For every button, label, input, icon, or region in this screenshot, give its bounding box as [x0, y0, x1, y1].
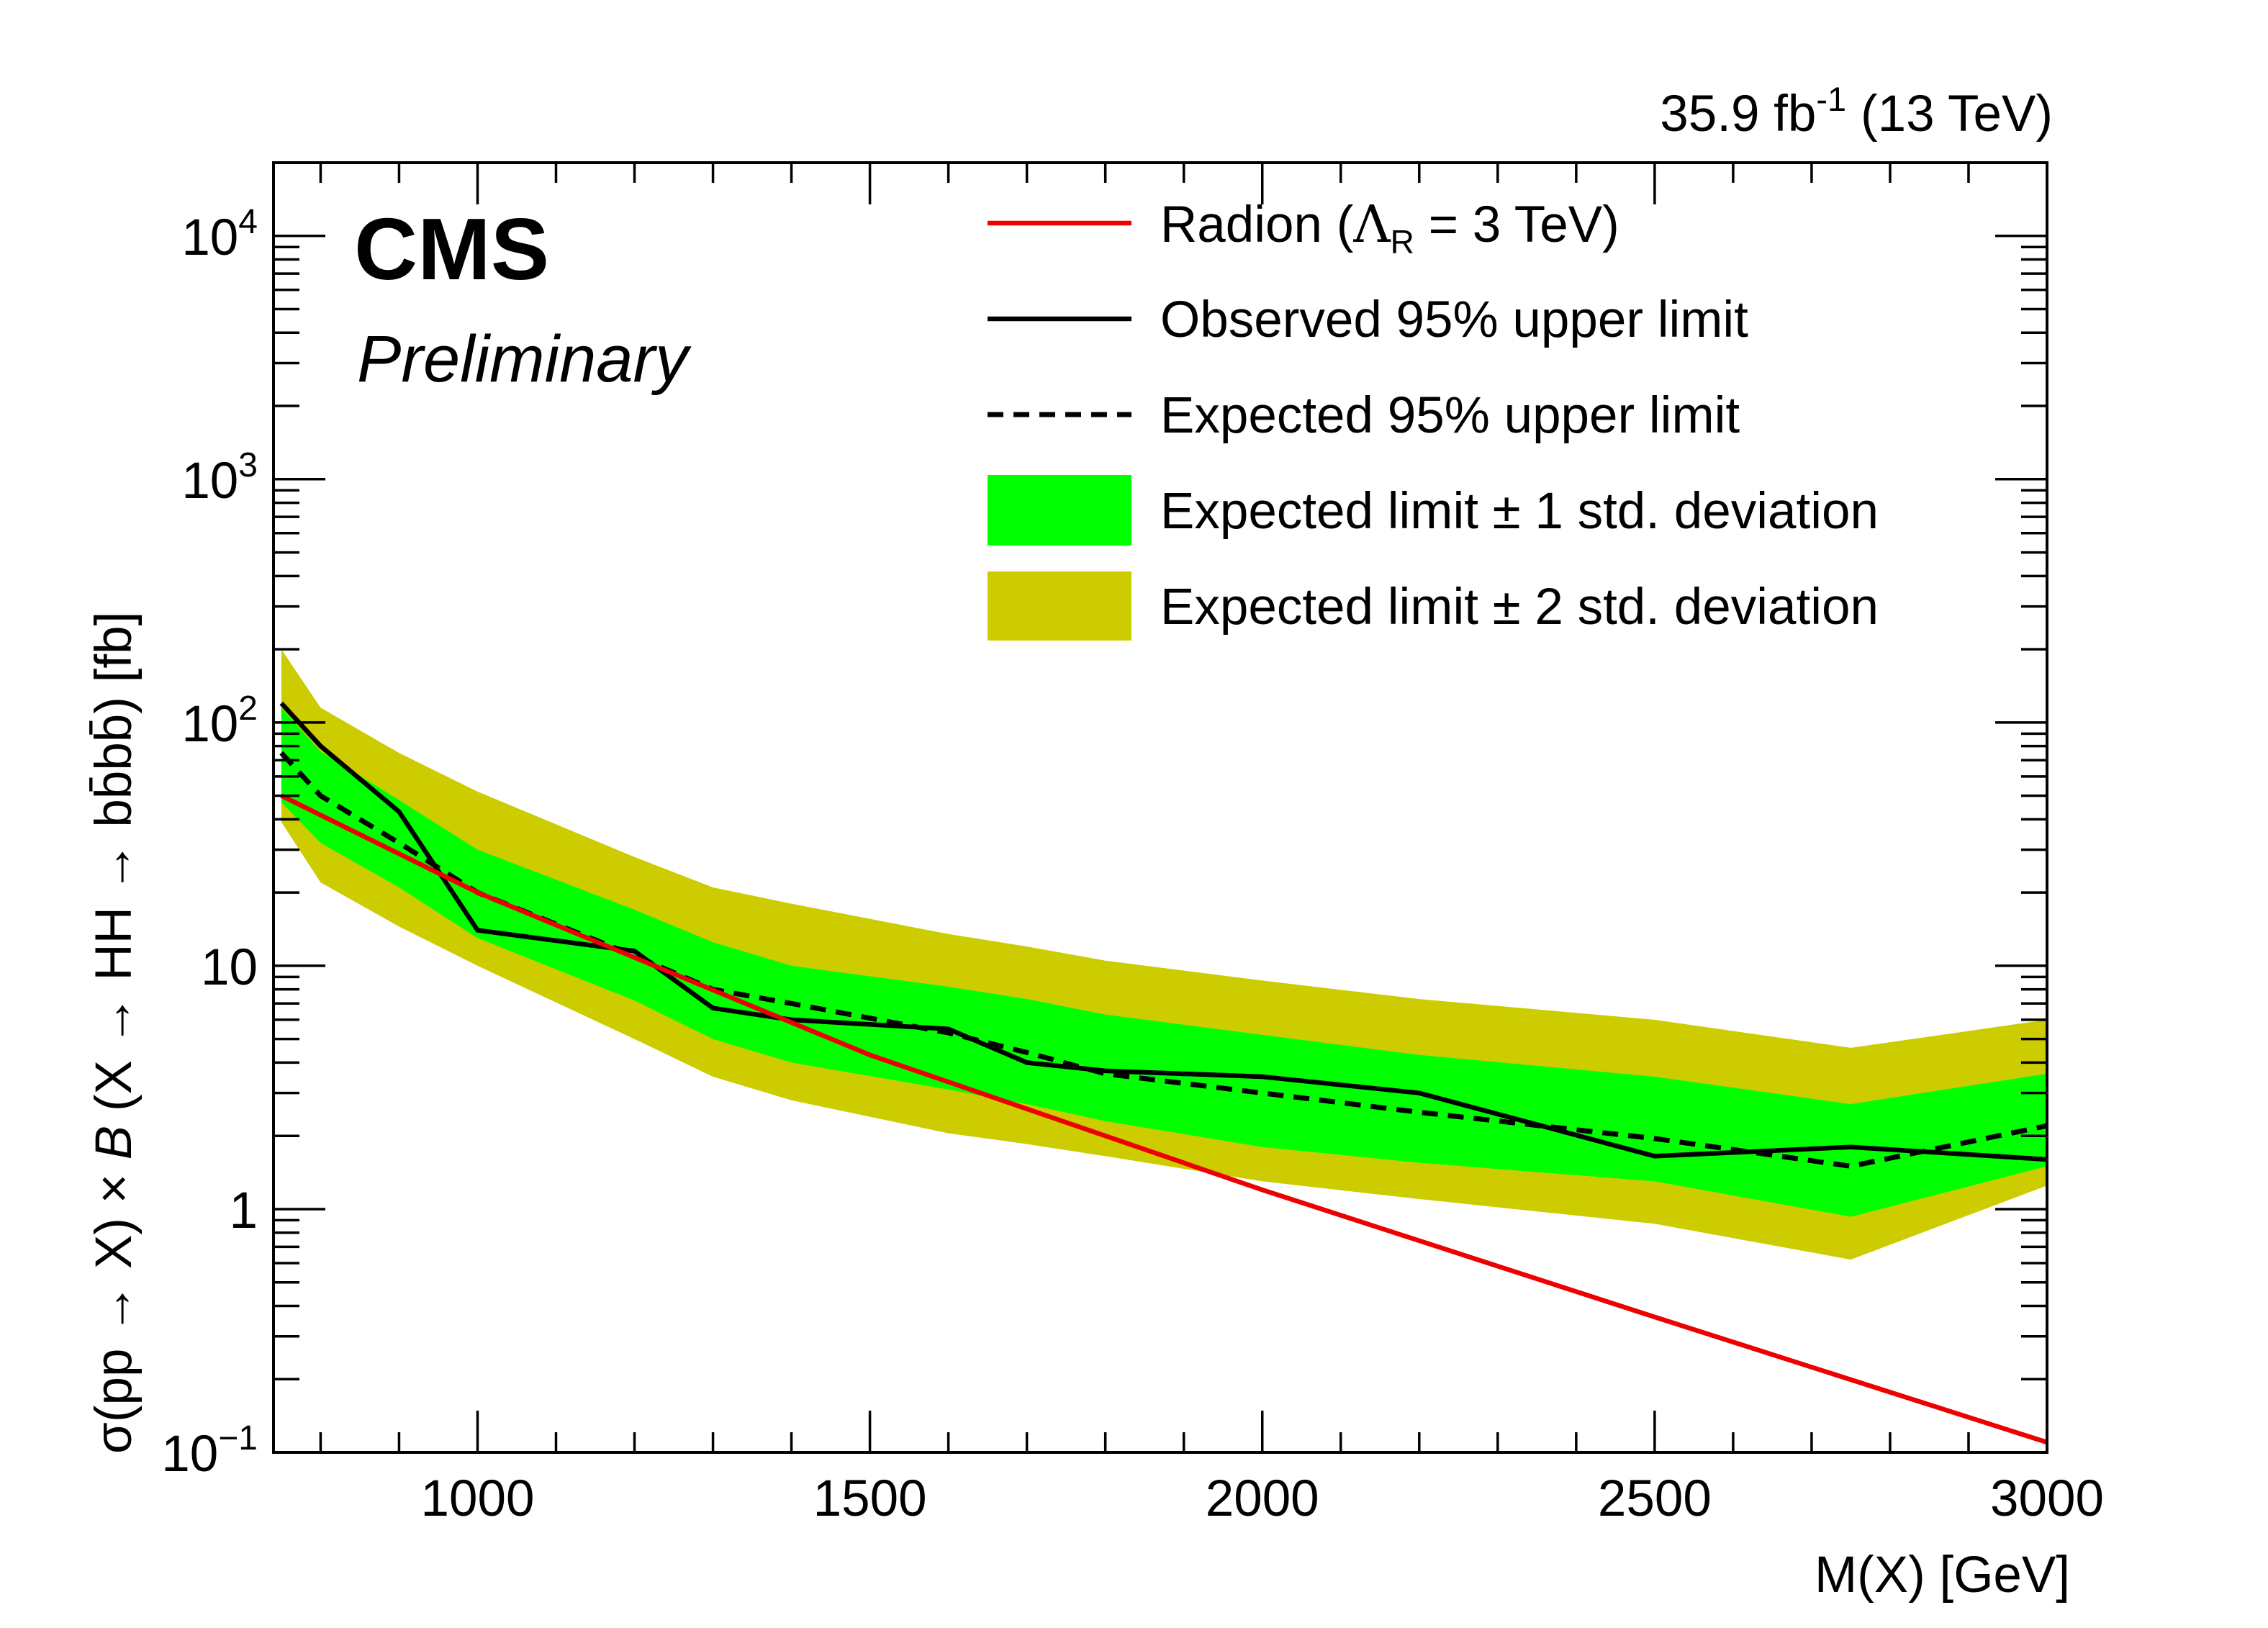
- legend-1sigma-label: Expected limit ± 1 std. deviation: [1160, 483, 1879, 540]
- y-tick-labels: 10−1 1 10 102 103 104: [161, 203, 258, 1483]
- preliminary-label: Preliminary: [357, 322, 692, 396]
- legend: Radion (ΛR = 3 TeV) Observed 95% upper l…: [988, 194, 1879, 641]
- x-tick-label: 2500: [1598, 1470, 1712, 1527]
- x-tick-label: 1000: [421, 1470, 535, 1527]
- x-tick-labels: 1000 1500 2000 2500 3000: [421, 1470, 2104, 1527]
- plot-frame: [272, 161, 2048, 1454]
- legend-observed-label: Observed 95% upper limit: [1160, 291, 1748, 348]
- expected-1sigma-band: [281, 707, 2048, 1217]
- radion-theory-line: [280, 793, 2048, 1445]
- x-tick-label: 2000: [1206, 1470, 1319, 1527]
- x-tick-label: 1500: [813, 1470, 927, 1527]
- y-tick-label: 10: [201, 939, 258, 996]
- axis-ticks: [274, 161, 2048, 1454]
- legend-1sigma-swatch: [988, 475, 1131, 546]
- y-tick-label: 10−1: [161, 1419, 258, 1483]
- y-tick-label: 102: [181, 689, 258, 753]
- x-axis-label: M(X) [GeV]: [1815, 1547, 2070, 1604]
- cms-label: CMS: [354, 200, 549, 298]
- y-axis-label: σ(pp → X) × B (X → HH → bb̄bb̄) [fb]: [86, 612, 143, 1454]
- legend-2sigma-label: Expected limit ± 2 std. deviation: [1160, 579, 1879, 636]
- y-tick-label: 103: [181, 446, 258, 510]
- y-tick-label: 104: [181, 203, 258, 266]
- legend-radion-label: Radion (ΛR = 3 TeV): [1160, 194, 1619, 261]
- observed-limit-line: [279, 701, 2048, 1162]
- legend-2sigma-swatch: [988, 571, 1131, 641]
- lumi-label: 35.9 fb-1 (13 TeV): [1660, 80, 2053, 143]
- expected-limit-line: [279, 751, 2048, 1169]
- legend-expected-label: Expected 95% upper limit: [1160, 387, 1740, 444]
- y-tick-label: 1: [230, 1182, 258, 1239]
- x-tick-label: 3000: [1990, 1470, 2104, 1527]
